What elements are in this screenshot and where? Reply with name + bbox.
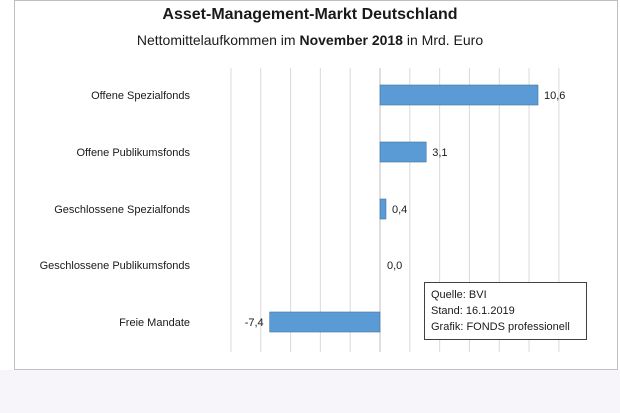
category-label: Freie Mandate	[119, 317, 190, 329]
labels: Offene Spezialfonds 10,6 Offene Publikumsf…	[40, 90, 566, 329]
category-label: Geschlossene Spezialfonds	[54, 204, 190, 216]
category-label: Geschlossene Publikumsfonds	[40, 260, 191, 272]
page-bottom-band	[0, 370, 620, 413]
data-label: 0,4	[392, 204, 407, 216]
bar	[269, 311, 381, 333]
data-label: 10,6	[544, 90, 565, 102]
category-label: Offene Publikumsfonds	[76, 147, 190, 159]
chart-subtitle: Nettomittelaufkommen im November 2018 in…	[0, 32, 620, 48]
data-label: 0,0	[387, 260, 402, 272]
bar	[379, 84, 539, 106]
data-label: -7,4	[245, 317, 264, 329]
bar	[379, 198, 387, 220]
chart-title: Asset-Management-Markt Deutschland	[162, 6, 458, 23]
subtitle-period: November 2018	[299, 32, 403, 48]
graphic-credit-line: Grafik: FONDS professionell	[431, 321, 570, 333]
source-line: Quelle: BVI	[431, 289, 487, 301]
data-label: 3,1	[432, 147, 447, 159]
bar	[379, 141, 427, 163]
subtitle-prefix: Nettomittelaufkommen im	[136, 32, 300, 48]
category-label: Offene Spezialfonds	[91, 90, 190, 102]
source-box: Quelle: BVI Stand: 16.1.2019 Grafik: FON…	[424, 282, 587, 340]
bars	[269, 84, 539, 333]
subtitle-suffix: in Mrd. Euro	[402, 32, 484, 48]
date-line: Stand: 16.1.2019	[431, 305, 515, 317]
